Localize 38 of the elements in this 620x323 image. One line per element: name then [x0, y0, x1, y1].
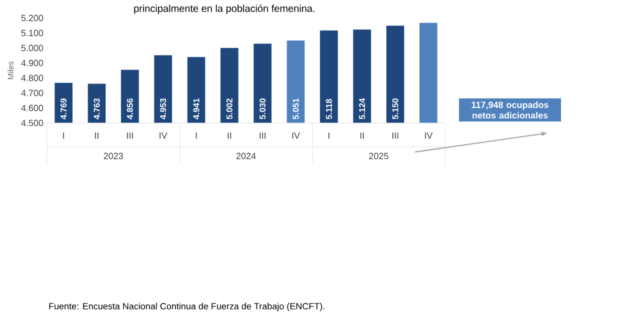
x-tick-label: IV [425, 132, 433, 139]
x-tick-label: I [196, 132, 197, 139]
chart-title: principalmente en la población femenina. [134, 4, 314, 14]
x-tick-label: I [63, 132, 64, 139]
x-tick-label: II [228, 132, 232, 139]
data-label: 4.763 [94, 98, 100, 120]
data-label: 4.769 [60, 98, 67, 120]
x-tick-label: III [260, 132, 266, 139]
y-tick-label: 4.900 [21, 60, 44, 66]
data-label: 4.941 [193, 98, 200, 120]
y-tick-label: 5.100 [21, 30, 44, 36]
x-tick-label: III [127, 132, 133, 139]
y-tick-label: 4.600 [21, 104, 44, 112]
data-label: 5.118 [326, 98, 332, 120]
data-label: 4.953 [160, 98, 166, 120]
y-axis-title: Miles [8, 61, 14, 80]
data-label: 5.002 [226, 98, 232, 120]
x-tick-label: II [95, 132, 98, 139]
data-label: 5.030 [260, 98, 266, 120]
text: 117,948 ocupados netos adicionales [472, 101, 548, 119]
data-label: 5.124 [359, 98, 366, 120]
text: 2024 [236, 152, 256, 160]
source-note: Fuente: Encuesta Nacional Continua de Fuerza de Trabajo (ENCFT). [49, 302, 324, 312]
y-tick-label: 4.700 [21, 90, 44, 96]
y-tick-label: 4.800 [21, 74, 44, 82]
text: 2025 [369, 152, 388, 160]
y-tick-label: 5.200 [21, 14, 44, 22]
y-tick-label: 5.000 [21, 44, 44, 52]
x-tick-label: I [328, 132, 330, 139]
data-label: 4.856 [126, 98, 133, 120]
data-label: 5.051 [292, 98, 299, 120]
x-tick-label: III [392, 132, 398, 139]
y-tick-label: 4.500 [21, 120, 44, 126]
x-tick-label: IV [160, 132, 168, 139]
x-tick-label: IV [292, 132, 300, 139]
text: 2023 [104, 152, 123, 160]
x-tick-label: II [360, 132, 364, 139]
data-label: 5.150 [392, 98, 398, 120]
